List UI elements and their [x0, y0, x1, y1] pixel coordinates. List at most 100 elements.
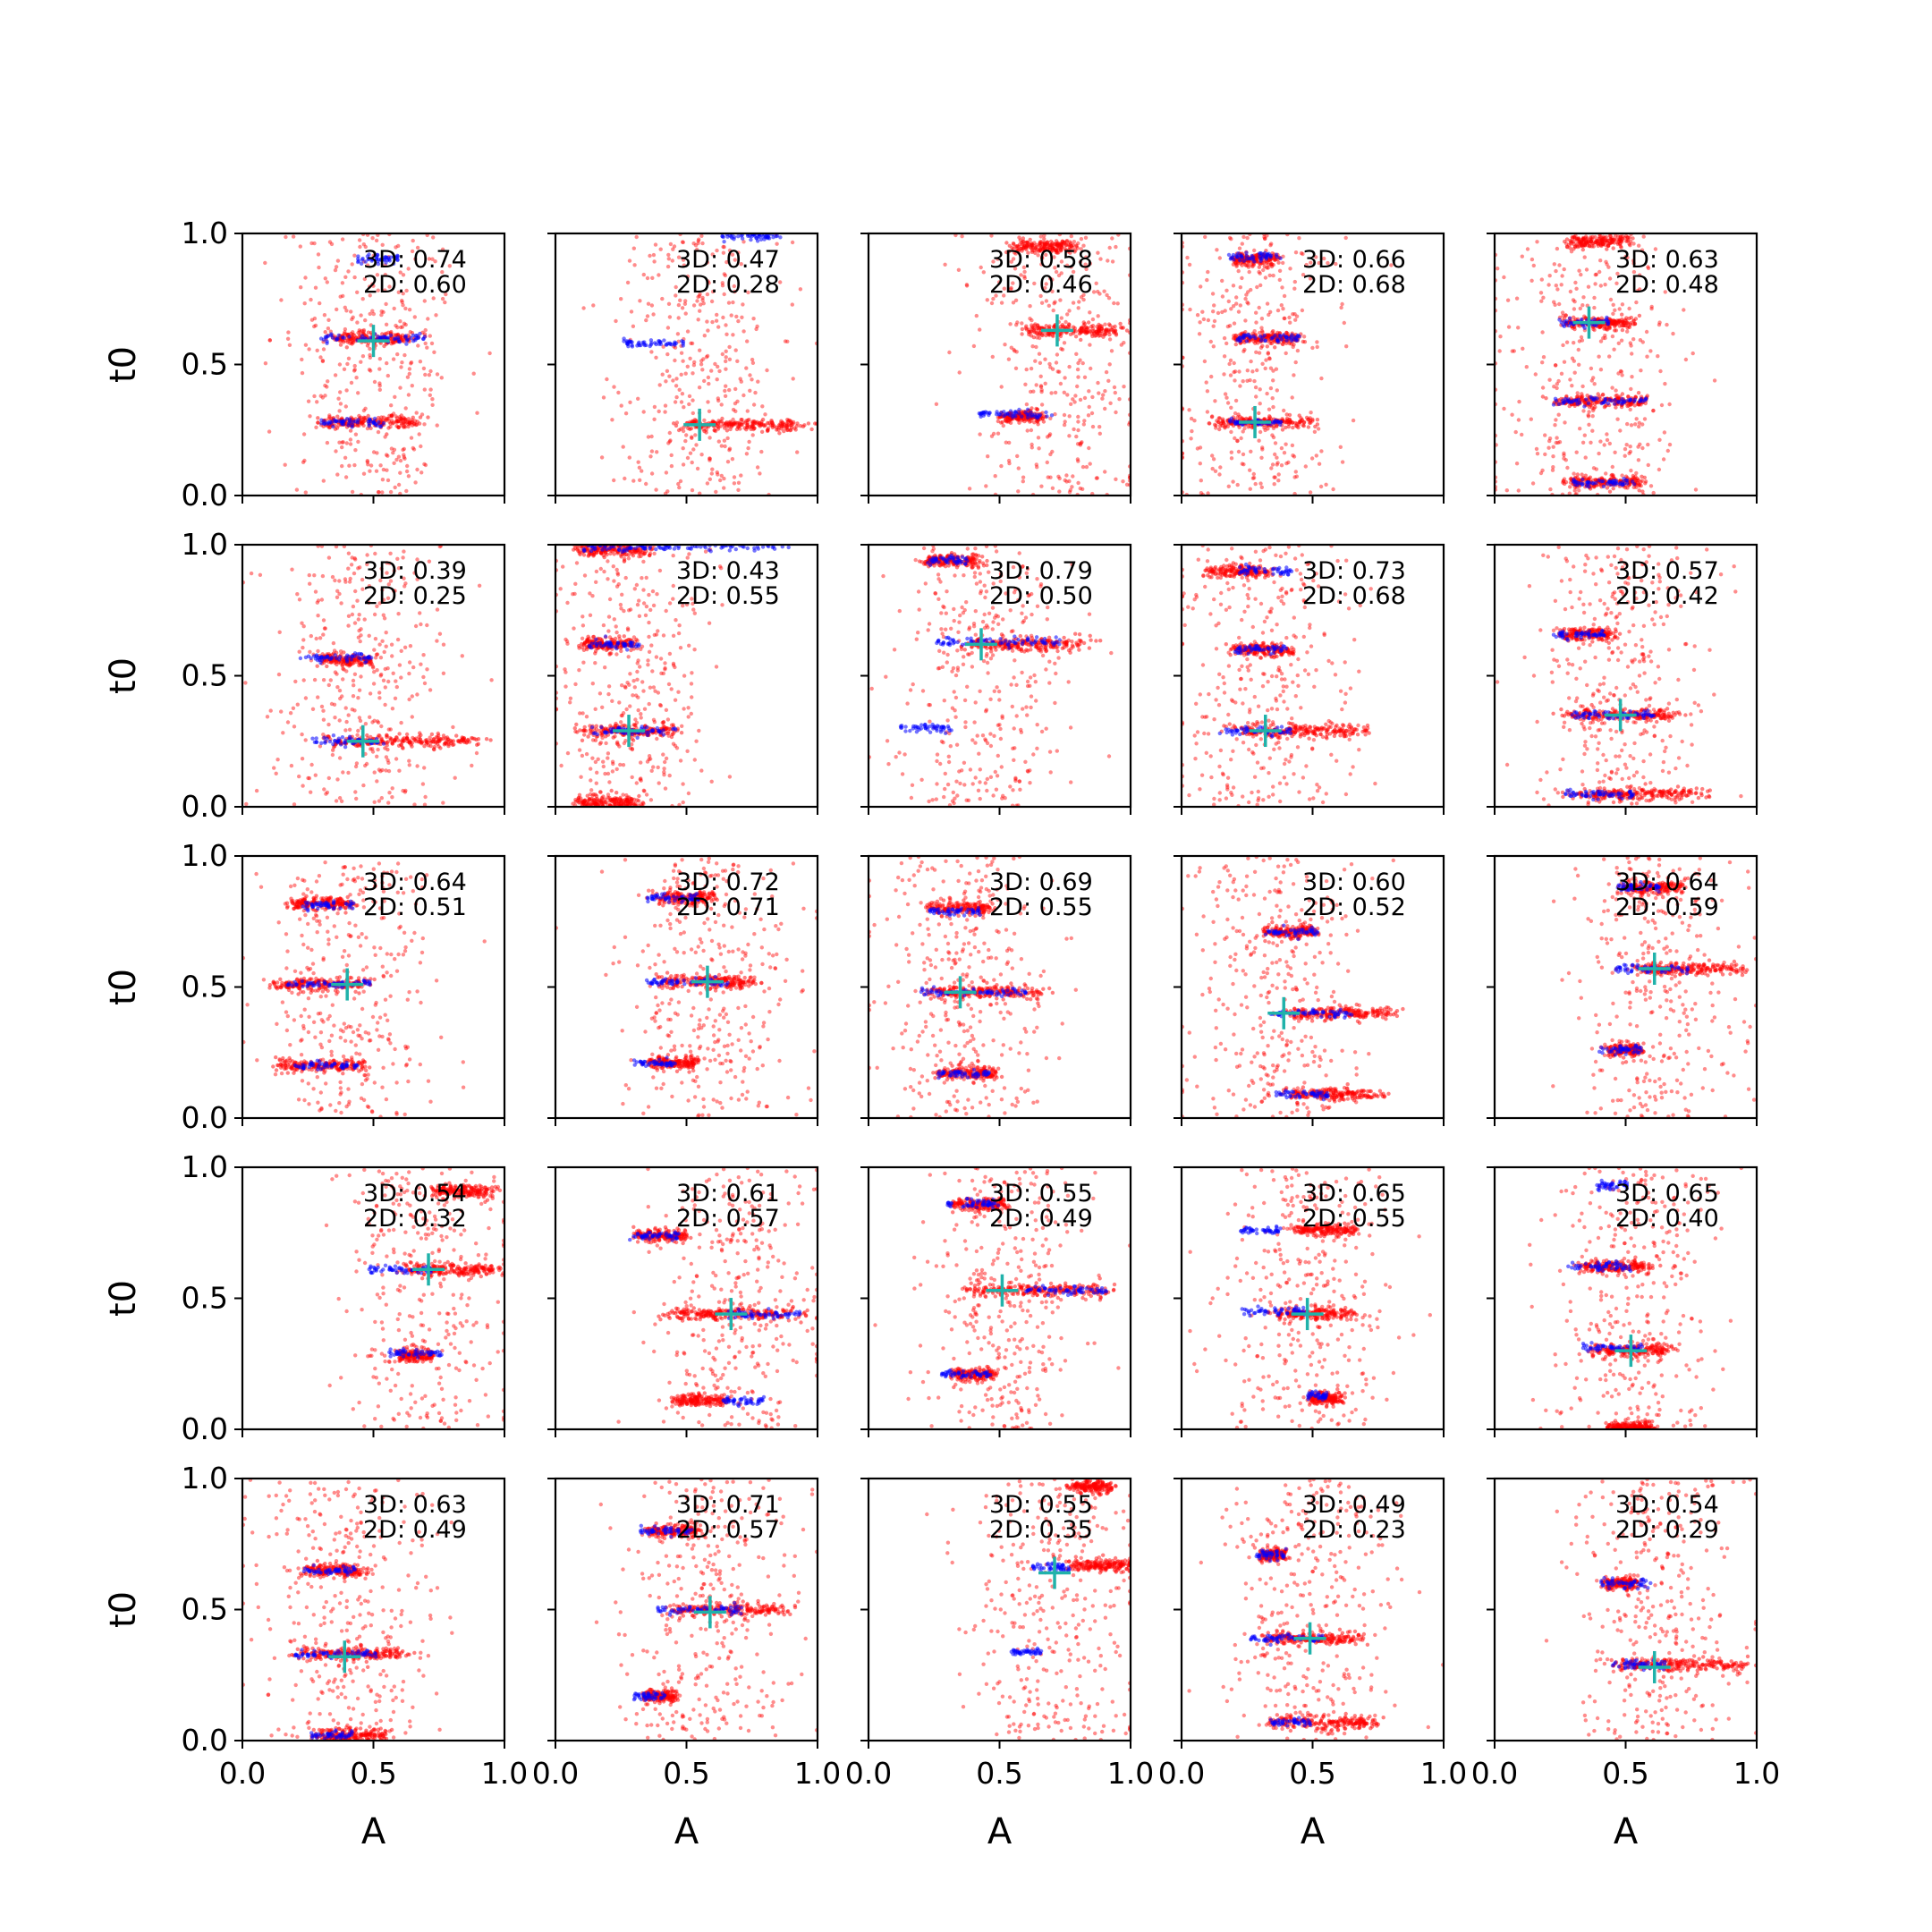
blue-point [1566, 399, 1571, 403]
red-band-point [733, 420, 738, 425]
red-point [1072, 400, 1077, 404]
red-point [736, 250, 741, 255]
red-point [419, 622, 423, 627]
red-point [348, 442, 353, 446]
red-band-point [1059, 331, 1064, 336]
red-point [1233, 398, 1239, 403]
red-point [301, 432, 307, 436]
red-band-point [1636, 391, 1641, 395]
red-point [368, 355, 372, 360]
red-point [1254, 350, 1258, 354]
red-band-point [1596, 392, 1600, 396]
red-point [730, 252, 735, 257]
red-band-point [1050, 333, 1055, 337]
red-point [359, 360, 363, 364]
red-point [1097, 391, 1101, 395]
red-point [316, 648, 320, 654]
red-band-point [1244, 263, 1249, 267]
red-band-point [1626, 324, 1631, 328]
red-point [1576, 347, 1581, 352]
red-point [423, 341, 428, 346]
red-point [720, 352, 724, 357]
red-point [1228, 358, 1233, 363]
red-band-point [1301, 339, 1306, 344]
blue-point [979, 414, 983, 419]
red-point [1651, 409, 1656, 413]
red-point [661, 344, 665, 349]
red-point [1038, 374, 1043, 378]
true-value-marker [1572, 306, 1606, 339]
red-point [249, 571, 254, 576]
blue-point [778, 235, 783, 240]
red-point [407, 367, 412, 371]
red-point [1267, 357, 1272, 361]
red-point [390, 786, 394, 791]
red-point [1644, 329, 1649, 335]
red-point [489, 678, 494, 682]
red-point [795, 450, 800, 454]
red-point [1019, 273, 1023, 277]
red-point [1198, 462, 1203, 466]
red-band-point [1247, 260, 1251, 265]
red-point [379, 796, 384, 801]
red-point [1290, 443, 1295, 448]
red-point [360, 587, 365, 591]
blue-point [1607, 479, 1612, 484]
red-band-point [1618, 242, 1623, 246]
red-point [1112, 301, 1116, 306]
red-point [1547, 436, 1553, 441]
red-point [1608, 297, 1614, 302]
red-point [343, 326, 348, 332]
red-point [654, 355, 658, 360]
blue-point [673, 343, 677, 347]
red-point [1624, 443, 1629, 447]
red-point [429, 341, 435, 346]
red-point [1069, 265, 1073, 269]
red-point [1013, 267, 1018, 271]
red-point [1043, 285, 1047, 291]
red-point [385, 571, 389, 575]
red-point [1015, 320, 1020, 325]
red-point [1050, 289, 1055, 293]
red-point [1620, 302, 1625, 307]
red-point [1281, 260, 1285, 266]
red-point [1553, 423, 1557, 428]
red-point [1268, 386, 1274, 391]
red-point [1094, 281, 1098, 285]
red-point [1611, 311, 1615, 316]
red-point [307, 347, 311, 352]
red-point [729, 313, 733, 318]
red-point [374, 238, 379, 243]
red-point [722, 245, 726, 250]
red-point [1629, 343, 1633, 348]
red-point [704, 355, 709, 360]
red-point [350, 708, 354, 712]
red-point [1561, 343, 1565, 348]
red-point [1001, 423, 1006, 428]
red-point [755, 465, 760, 470]
red-point [1555, 382, 1560, 386]
red-band-point [778, 423, 783, 428]
blue-point [372, 416, 377, 421]
red-point [723, 388, 727, 394]
red-point [327, 240, 333, 244]
red-point [1661, 457, 1666, 462]
red-band-point [1640, 489, 1645, 494]
red-point [683, 299, 688, 303]
red-point [1559, 371, 1564, 376]
red-point [1229, 237, 1233, 242]
red-band-point [1215, 419, 1219, 423]
red-point [1656, 354, 1660, 359]
blue-point [1599, 401, 1604, 406]
red-point [1210, 466, 1215, 471]
red-point [363, 244, 368, 250]
red-point [678, 479, 683, 484]
red-band-point [766, 428, 770, 433]
red-point [785, 339, 790, 343]
red-point [423, 327, 428, 333]
red-point [1628, 445, 1632, 449]
blue-point [418, 331, 422, 336]
red-band-point [768, 423, 773, 428]
red-point [1606, 265, 1611, 269]
red-point [1059, 346, 1063, 352]
